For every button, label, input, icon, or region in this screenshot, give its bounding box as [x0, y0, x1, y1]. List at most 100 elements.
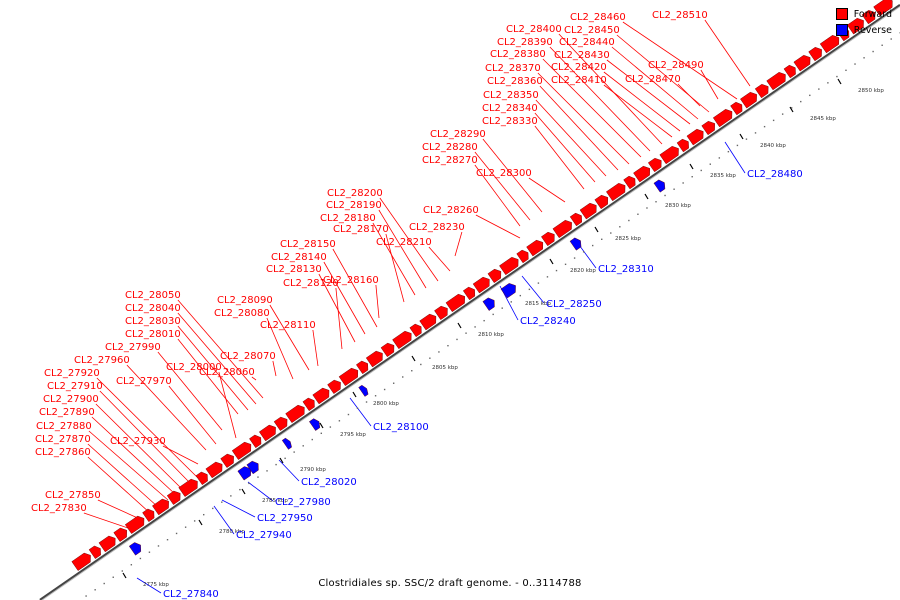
- forward-gene-arrow[interactable]: [606, 181, 628, 202]
- forward-gene-arrow[interactable]: [231, 440, 254, 460]
- forward-gene-arrow[interactable]: [712, 107, 735, 128]
- forward-gene-label[interactable]: CL2_28450: [564, 25, 620, 36]
- forward-gene-arrow[interactable]: [541, 230, 557, 247]
- forward-gene-arrow[interactable]: [740, 90, 759, 109]
- forward-gene-label[interactable]: CL2_28340: [482, 103, 538, 114]
- forward-gene-arrow[interactable]: [220, 452, 237, 468]
- forward-gene-arrow[interactable]: [88, 544, 103, 559]
- forward-gene-arrow[interactable]: [819, 33, 842, 54]
- forward-gene-label[interactable]: CL2_28330: [482, 116, 538, 127]
- forward-gene-label[interactable]: CL2_27890: [39, 407, 95, 418]
- reverse-gene-label[interactable]: CL2_27840: [163, 589, 219, 600]
- reverse-gene-label[interactable]: CL2_27980: [275, 497, 331, 508]
- forward-gene-arrow[interactable]: [124, 514, 147, 534]
- reverse-gene-arrow[interactable]: [281, 437, 293, 450]
- forward-gene-label[interactable]: CL2_28190: [326, 200, 382, 211]
- forward-gene-arrow[interactable]: [380, 341, 397, 357]
- forward-gene-label[interactable]: CL2_28140: [271, 252, 327, 263]
- forward-gene-arrow[interactable]: [730, 100, 745, 116]
- reverse-gene-label[interactable]: CL2_28480: [747, 169, 803, 180]
- forward-gene-label[interactable]: CL2_28360: [487, 76, 543, 87]
- forward-gene-label[interactable]: CL2_28110: [260, 320, 316, 331]
- reverse-gene-arrow[interactable]: [482, 296, 497, 311]
- forward-gene-arrow[interactable]: [623, 174, 638, 190]
- forward-gene-label[interactable]: CL2_28040: [125, 303, 181, 314]
- forward-gene-label[interactable]: CL2_28200: [327, 188, 383, 199]
- forward-gene-label[interactable]: CL2_28400: [506, 24, 562, 35]
- forward-gene-arrow[interactable]: [487, 267, 504, 284]
- reverse-gene-arrow[interactable]: [309, 417, 322, 431]
- forward-gene-arrow[interactable]: [686, 127, 706, 146]
- forward-gene-arrow[interactable]: [569, 211, 584, 227]
- forward-gene-label[interactable]: CL2_28010: [125, 329, 181, 340]
- forward-gene-label[interactable]: CL2_28490: [648, 60, 704, 71]
- forward-gene-label[interactable]: CL2_28470: [625, 74, 681, 85]
- forward-gene-label[interactable]: CL2_28460: [570, 12, 626, 23]
- reverse-gene-label[interactable]: CL2_28250: [546, 299, 602, 310]
- forward-gene-label[interactable]: CL2_28510: [652, 10, 708, 21]
- forward-gene-label[interactable]: CL2_28270: [422, 155, 478, 166]
- forward-gene-arrow[interactable]: [409, 322, 424, 338]
- forward-gene-arrow[interactable]: [526, 238, 546, 257]
- forward-gene-arrow[interactable]: [312, 386, 332, 405]
- forward-gene-arrow[interactable]: [392, 329, 415, 350]
- forward-gene-label[interactable]: CL2_27900: [43, 394, 99, 405]
- forward-gene-arrow[interactable]: [499, 255, 521, 276]
- reverse-gene-label[interactable]: CL2_28020: [301, 477, 357, 488]
- forward-gene-arrow[interactable]: [365, 349, 385, 368]
- forward-gene-label[interactable]: CL2_27830: [31, 503, 87, 514]
- forward-gene-arrow[interactable]: [98, 534, 118, 553]
- forward-gene-arrow[interactable]: [302, 396, 317, 412]
- forward-gene-label[interactable]: CL2_28000: [166, 362, 222, 373]
- forward-gene-arrow[interactable]: [419, 312, 439, 331]
- forward-gene-label[interactable]: CL2_27910: [47, 381, 103, 392]
- forward-gene-arrow[interactable]: [327, 378, 344, 394]
- forward-gene-arrow[interactable]: [754, 82, 771, 99]
- forward-gene-label[interactable]: CL2_28050: [125, 290, 181, 301]
- forward-gene-label[interactable]: CL2_28060: [199, 367, 255, 378]
- reverse-gene-label[interactable]: CL2_28240: [520, 316, 576, 327]
- forward-gene-arrow[interactable]: [166, 489, 183, 505]
- forward-gene-label[interactable]: CL2_27870: [35, 434, 91, 445]
- forward-gene-arrow[interactable]: [701, 119, 718, 136]
- forward-gene-label[interactable]: CL2_28130: [266, 264, 322, 275]
- forward-gene-arrow[interactable]: [113, 526, 130, 542]
- forward-gene-label[interactable]: CL2_28440: [559, 37, 615, 48]
- forward-gene-arrow[interactable]: [793, 53, 813, 72]
- forward-gene-arrow[interactable]: [445, 292, 468, 313]
- forward-gene-label[interactable]: CL2_27920: [44, 368, 100, 379]
- forward-gene-label[interactable]: CL2_28390: [497, 37, 553, 48]
- forward-gene-label[interactable]: CL2_28150: [280, 239, 336, 250]
- forward-gene-label[interactable]: CL2_28290: [430, 129, 486, 140]
- reverse-gene-label[interactable]: CL2_28100: [373, 422, 429, 433]
- forward-gene-arrow[interactable]: [808, 45, 825, 62]
- forward-gene-arrow[interactable]: [259, 423, 278, 442]
- forward-gene-arrow[interactable]: [338, 366, 361, 386]
- reverse-gene-label[interactable]: CL2_27940: [236, 530, 292, 541]
- forward-gene-label[interactable]: CL2_27850: [45, 490, 101, 501]
- forward-gene-arrow[interactable]: [676, 137, 691, 153]
- forward-gene-arrow[interactable]: [462, 285, 477, 301]
- forward-gene-arrow[interactable]: [205, 460, 225, 479]
- forward-gene-arrow[interactable]: [516, 248, 531, 264]
- forward-gene-label[interactable]: CL2_27860: [35, 447, 91, 458]
- forward-gene-arrow[interactable]: [142, 507, 157, 522]
- forward-gene-arrow[interactable]: [659, 144, 682, 165]
- forward-gene-arrow[interactable]: [847, 16, 866, 35]
- forward-gene-arrow[interactable]: [594, 193, 611, 210]
- forward-gene-arrow[interactable]: [285, 403, 308, 423]
- reverse-gene-arrow[interactable]: [569, 236, 584, 251]
- forward-gene-arrow[interactable]: [873, 0, 896, 17]
- forward-gene-arrow[interactable]: [434, 304, 450, 321]
- forward-gene-arrow[interactable]: [633, 164, 652, 183]
- forward-gene-label[interactable]: CL2_28230: [409, 222, 465, 233]
- reverse-gene-label[interactable]: CL2_27950: [257, 513, 313, 524]
- reverse-gene-arrow[interactable]: [500, 281, 519, 299]
- forward-gene-arrow[interactable]: [152, 497, 171, 516]
- reverse-gene-arrow[interactable]: [358, 384, 370, 397]
- forward-gene-arrow[interactable]: [579, 201, 599, 220]
- forward-gene-arrow[interactable]: [249, 433, 263, 449]
- forward-gene-label[interactable]: CL2_28170: [333, 224, 389, 235]
- forward-gene-arrow[interactable]: [71, 551, 94, 571]
- forward-gene-arrow[interactable]: [766, 70, 789, 91]
